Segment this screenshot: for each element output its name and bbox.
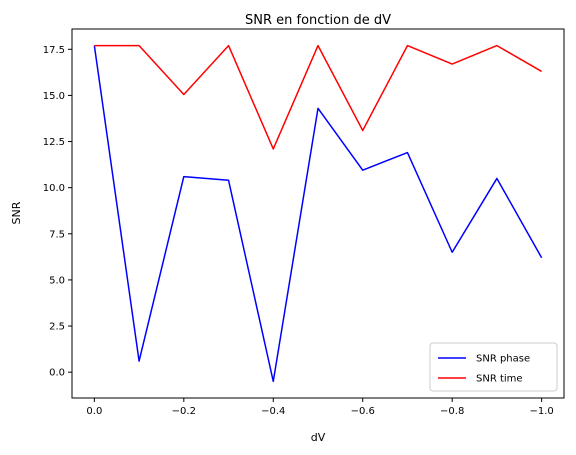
legend-label-snr-phase: SNR phase (476, 354, 530, 365)
legend: SNR phase SNR time (429, 342, 558, 392)
x-tick-label: 0.0 (86, 406, 102, 417)
x-axis: 0.0 −0.2 −0.4 −0.6 −0.8 −1.0 (86, 398, 554, 417)
y-tick-label: 7.5 (49, 229, 65, 240)
series-line-snr-phase (93, 45, 543, 383)
chart-title: SNR en fonction de dV (245, 13, 391, 28)
y-tick-label: 15.0 (43, 91, 65, 102)
plot-frame (71, 28, 565, 399)
plot-area (71, 28, 565, 399)
x-tick-label: −0.6 (351, 406, 375, 417)
x-axis-label: dV (311, 431, 326, 444)
y-tick-label: 12.5 (43, 137, 65, 148)
x-tick-label: −0.2 (172, 406, 196, 417)
legend-label-snr-time: SNR time (476, 374, 523, 385)
series-layer (93, 44, 543, 383)
y-tick-label: 2.5 (49, 322, 65, 333)
y-tick-label: 10.0 (43, 183, 65, 194)
y-axis-label: SNR (10, 201, 23, 224)
y-axis: 0.0 2.5 5.0 7.5 10.0 12.5 15.0 17.5 (43, 45, 72, 379)
legend-box (429, 342, 558, 392)
x-tick-label: −1.0 (529, 406, 553, 417)
y-tick-label: 5.0 (49, 275, 65, 286)
y-tick-label: 17.5 (43, 45, 65, 56)
x-tick-label: −0.8 (440, 406, 464, 417)
x-tick-label: −0.4 (261, 406, 285, 417)
y-tick-label: 0.0 (49, 368, 65, 379)
series-line-snr-time (94, 44, 543, 150)
